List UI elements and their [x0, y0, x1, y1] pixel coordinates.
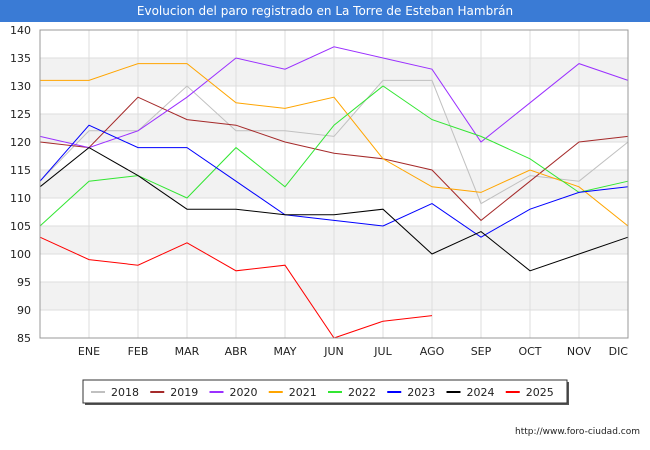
legend-label-2024: 2024	[467, 386, 495, 399]
x-tick-label: ENE	[78, 345, 100, 358]
y-tick-label: 120	[10, 136, 31, 149]
y-tick-label: 105	[10, 220, 31, 233]
x-tick-label: ABR	[225, 345, 248, 358]
y-tick-label: 125	[10, 108, 31, 121]
legend-label-2021: 2021	[289, 386, 317, 399]
legend-label-2025: 2025	[526, 386, 554, 399]
legend-label-2022: 2022	[348, 386, 376, 399]
series-line-2024	[39, 146, 629, 272]
legend-label-2023: 2023	[407, 386, 435, 399]
x-tick-label: MAY	[274, 345, 297, 358]
plot-frame	[39, 29, 629, 339]
series-line-2019	[39, 96, 629, 222]
x-tick-label: FEB	[128, 345, 149, 358]
series-line-2021	[40, 63, 629, 227]
y-tick-label: 135	[10, 52, 31, 65]
y-tick-label: 95	[17, 276, 31, 289]
series-lines	[39, 46, 629, 339]
x-tick-label: NOV	[567, 345, 592, 358]
legend-box	[82, 379, 568, 404]
x-tick-label: SEP	[471, 345, 492, 358]
x-tick-label: JUN	[323, 345, 344, 358]
y-tick-label: 140	[10, 24, 31, 37]
x-axis-ticks: ENE FEB MAR ABR MAY JUN JUL AGO SEP OCT NOV DIC	[78, 345, 628, 358]
series-line-2023	[39, 124, 629, 238]
y-tick-label: 90	[17, 304, 31, 317]
y-tick-label: 110	[10, 192, 31, 205]
y-tick-label: 100	[10, 248, 31, 261]
chart-title: Evolucion del paro registrado en La Torr…	[0, 0, 650, 22]
y-axis-ticks: 85 90 95 100 105 110 115 120 125 130 135 140	[10, 24, 31, 345]
x-tick-label: MAR	[175, 345, 200, 358]
source-url[interactable]: http://www.foro-ciudad.com	[515, 427, 640, 437]
legend-label-2019: 2019	[170, 386, 198, 399]
legend: 2018 2019 2020 2021 2022 2023 2024 2025	[82, 379, 569, 405]
legend-label-2020: 2020	[230, 386, 258, 399]
x-tick-label: DIC	[609, 345, 629, 358]
x-tick-label: JUL	[373, 345, 392, 358]
series-line-2020	[39, 46, 629, 149]
x-tick-label: OCT	[518, 345, 541, 358]
y-tick-label: 115	[10, 164, 31, 177]
legend-label-2018: 2018	[111, 386, 139, 399]
y-tick-label: 85	[17, 332, 31, 345]
x-tick-label: AGO	[420, 345, 445, 358]
series-line-2025	[39, 236, 433, 339]
y-tick-label: 130	[10, 80, 31, 93]
